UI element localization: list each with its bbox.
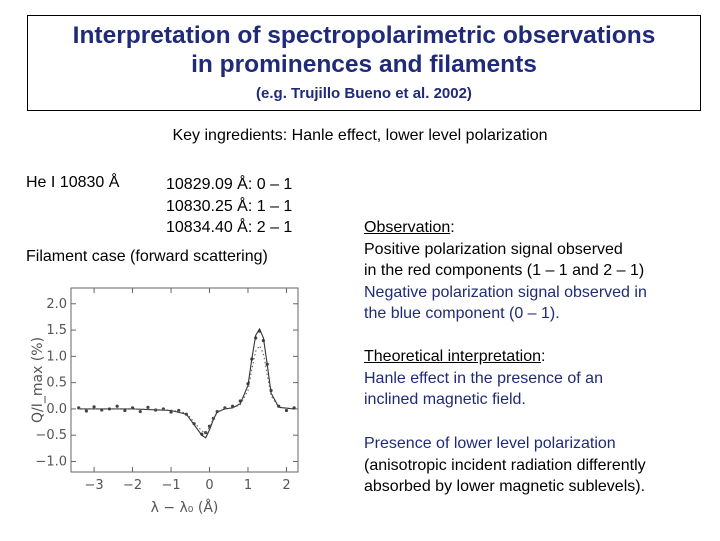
plot-frame — [70, 287, 299, 473]
model-dotted-curve — [78, 344, 295, 434]
observation-blue-line: the blue component (0 – 1). — [364, 305, 560, 322]
transition-list: 10829.09 Å: 0 – 1 10830.25 Å: 1 – 1 1083… — [166, 174, 292, 239]
key-ingredients: Key ingredients: Hanle effect, lower lev… — [172, 127, 548, 144]
lower-level-line: Presence of lower level polarization — [364, 435, 616, 452]
theory-paragraph: Theoretical interpretation: Hanle effect… — [364, 346, 603, 411]
x-axis-label: λ − λ₀ (Å) — [151, 499, 219, 516]
theory-line: Hanle effect in the presence of an — [364, 369, 603, 387]
y-tick-label: −0.5 — [35, 428, 67, 443]
observation-paragraph: Observation: Positive polarization signa… — [364, 217, 647, 325]
observed-data-point — [146, 405, 150, 409]
observed-data-point — [115, 404, 119, 408]
helium-line-label: He I 10830 Å — [26, 174, 120, 191]
theory-heading: Theoretical interpretation — [364, 348, 541, 365]
y-tick-label: 1.5 — [46, 323, 67, 338]
polarization-plot-svg: −1.0 −0.5 0.0 0.5 1.0 1.5 2.0 −3 −2 −1 0 1 2 λ − λ₀ (… — [30, 287, 299, 516]
y-tick-label: 0.5 — [46, 376, 67, 391]
polarization-plot: −1.0 −0.5 0.0 0.5 1.0 1.5 2.0 −3 −2 −1 0 1 2 λ − λ₀ (… — [26, 276, 326, 536]
lower-level-line: (anisotropic incident radiation differen… — [364, 456, 646, 474]
observed-data-point — [284, 408, 289, 413]
title-reference: (e.g. Trujillo Bueno et al. 2002) — [256, 85, 472, 102]
lower-level-paragraph: Presence of lower level polarization (an… — [364, 433, 646, 498]
x-tick-label: −1 — [161, 478, 180, 493]
x-tick-label: −3 — [84, 478, 103, 493]
observation-colon: : — [450, 219, 455, 236]
lower-level-line: absorbed by lower magnetic sublevels). — [364, 478, 646, 495]
x-tick-label: 0 — [205, 478, 213, 493]
model-solid-curve — [78, 327, 295, 439]
observed-data-point — [92, 405, 96, 409]
y-tick-label: 2.0 — [46, 297, 67, 312]
title-box: Interpretation of spectropolarimetric ob… — [27, 15, 701, 111]
observed-data-point — [123, 408, 127, 413]
observed-data-point — [84, 409, 88, 413]
observation-line: Positive polarization signal observed — [364, 240, 623, 258]
y-axis-label: Q/I_max (%) — [30, 337, 46, 423]
transition-item: 10829.09 Å: 0 – 1 — [166, 176, 293, 193]
observation-heading: Observation — [364, 219, 451, 236]
y-tick-label: 0.0 — [46, 402, 67, 417]
observed-data-point — [169, 410, 173, 414]
transition-item: 10834.40 Å: 2 – 1 — [166, 219, 293, 236]
x-tick-label: −2 — [123, 478, 142, 493]
theory-line: inclined magnetic field. — [364, 391, 526, 408]
observation-line: in the red components (1 – 1 and 2 – 1) — [364, 262, 645, 279]
observed-data-point — [138, 409, 142, 414]
transition-item: 10830.25 Å: 1 – 1 — [166, 197, 293, 215]
x-tick-label: 2 — [282, 478, 290, 493]
filament-case-label: Filament case (forward scattering) — [26, 248, 268, 265]
x-tick-label: 1 — [244, 478, 252, 493]
title-line-1: Interpretation of spectropolarimetric ob… — [72, 22, 656, 49]
y-tick-label: −1.0 — [35, 454, 67, 469]
title-line-2: in prominences and filaments — [191, 51, 537, 78]
theory-colon: : — [540, 348, 546, 365]
observation-blue-line: Negative polarization signal observed in — [364, 283, 647, 301]
y-tick-label: 1.0 — [46, 349, 67, 364]
